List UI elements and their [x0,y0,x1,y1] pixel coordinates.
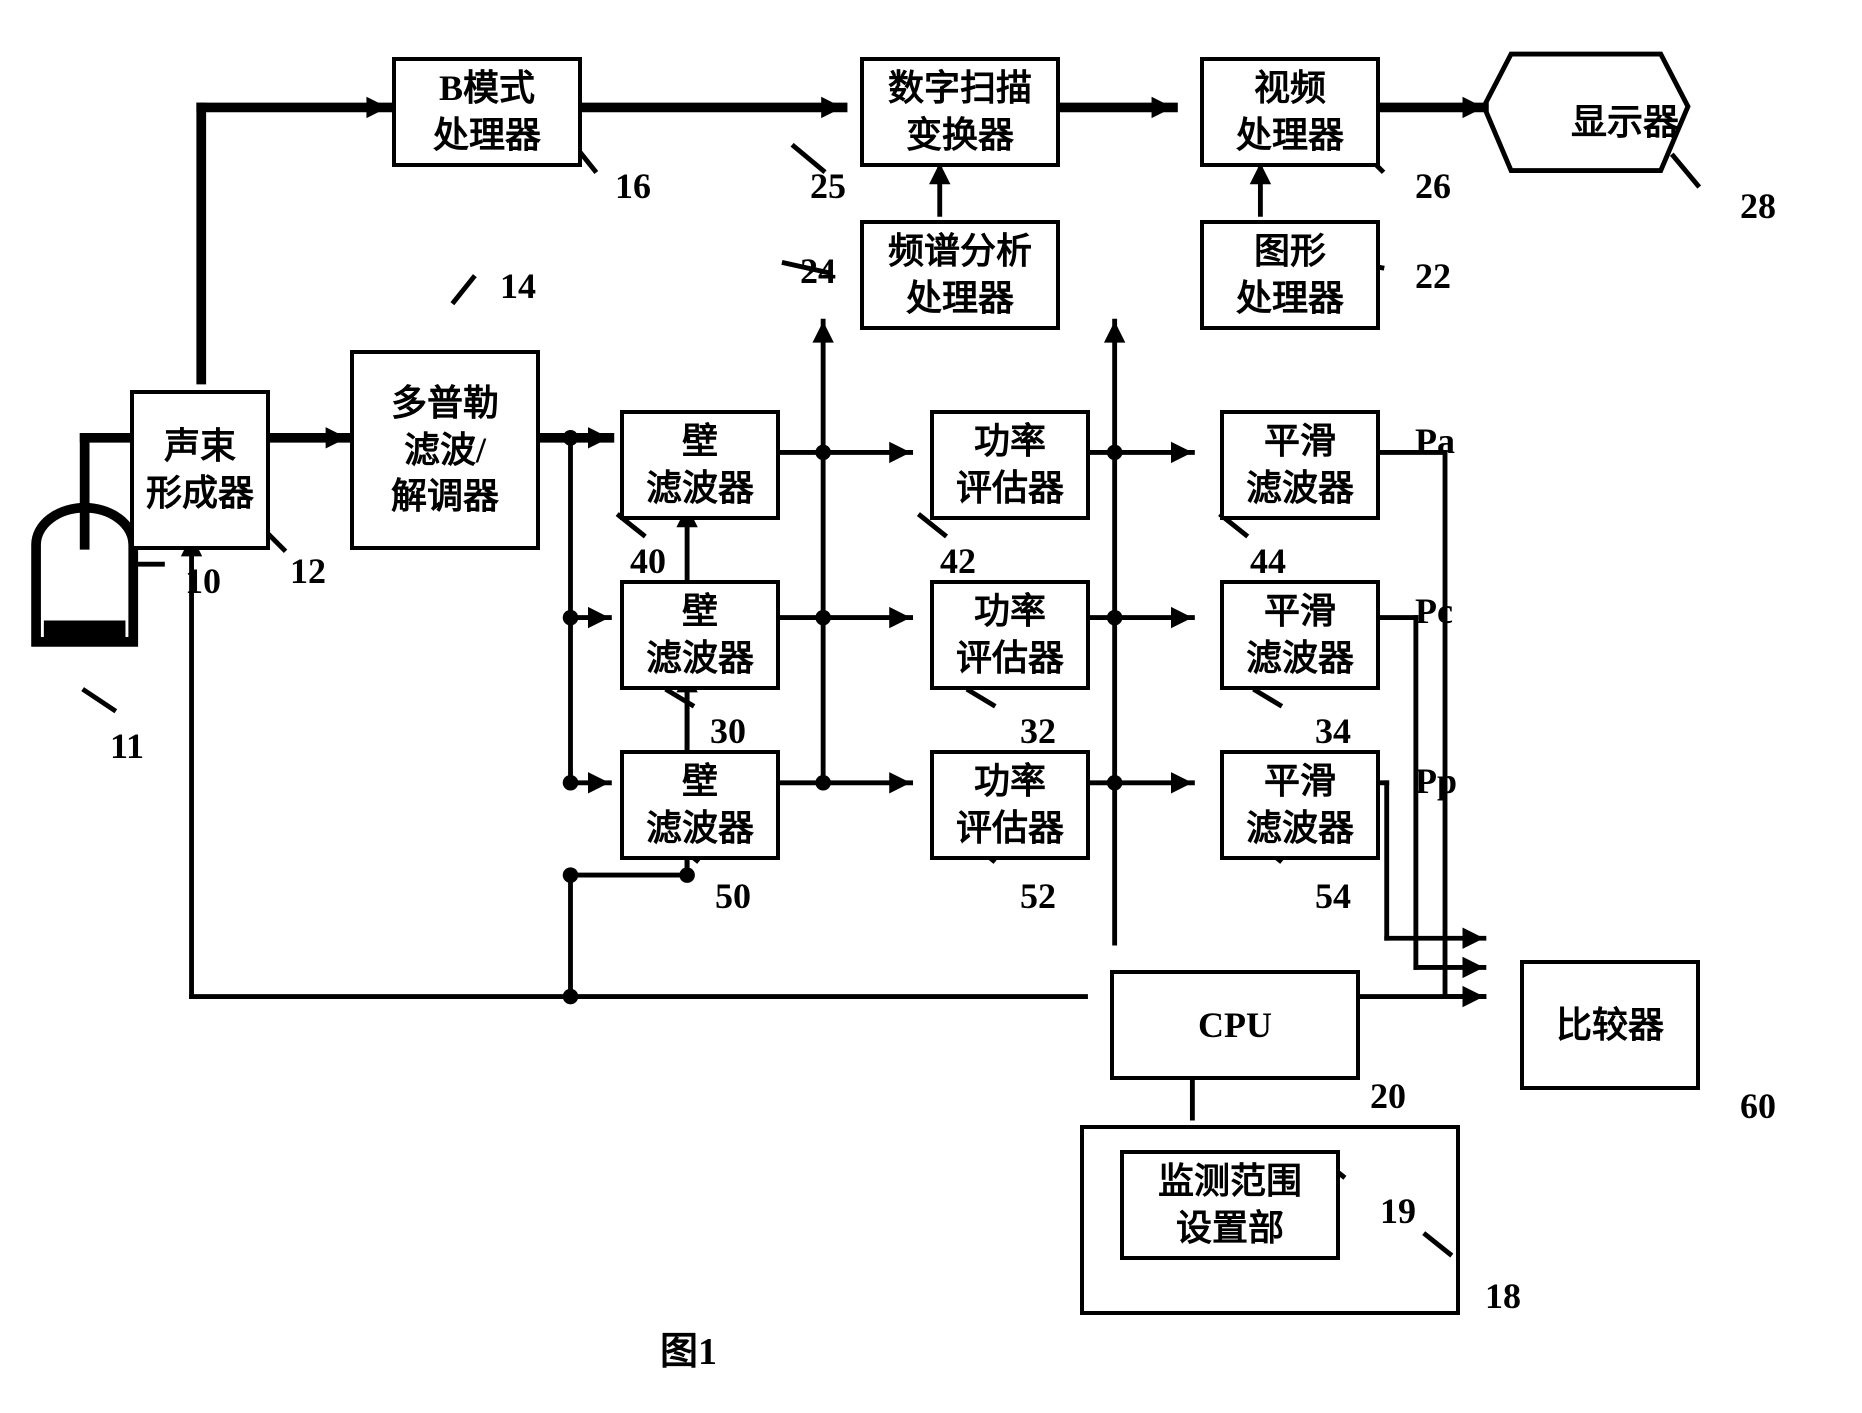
block-cpu: CPU [1110,970,1360,1080]
label-24: 24 [800,250,836,292]
label-34: 34 [1315,710,1351,752]
label-Pp: Pp [1415,760,1457,802]
block-graphic: 图形处理器 [1200,220,1380,330]
block-rangeset: 监测范围设置部 [1120,1150,1340,1260]
label-25: 25 [810,165,846,207]
label-19: 19 [1380,1190,1416,1232]
label-52: 52 [1020,875,1056,917]
block-pow_p: 功率评估器 [930,750,1090,860]
block-wall_a: 壁滤波器 [620,410,780,520]
block-wall_c: 壁滤波器 [620,580,780,690]
label-18: 18 [1485,1275,1521,1317]
label-28: 28 [1740,185,1776,227]
label-54: 54 [1315,875,1351,917]
block-diagram: B模式处理器 数字扫描变换器 视频处理器频谱分析处理器 图形处理器声束形成器多普勒滤波… [20,20,1842,1393]
label-26: 26 [1415,165,1451,207]
display-label: 显示器 [1520,93,1730,145]
block-smooth_c: 平滑滤波器 [1220,580,1380,690]
label-16: 16 [615,165,651,207]
label-22: 22 [1415,255,1451,297]
figure-caption: 图1 [660,1320,717,1375]
label-40: 40 [630,540,666,582]
block-beam: 声束形成器 [130,390,270,550]
block-compare: 比较器 [1520,960,1700,1090]
block-doppler: 多普勒滤波/解调器 [350,350,540,550]
label-60: 60 [1740,1085,1776,1127]
label-10: 10 [185,560,221,602]
label-20: 20 [1370,1075,1406,1117]
label-11: 11 [110,725,144,767]
label-50: 50 [715,875,751,917]
label-44: 44 [1250,540,1286,582]
block-spectral: 频谱分析处理器 [860,220,1060,330]
block-pow_a: 功率评估器 [930,410,1090,520]
label-30: 30 [710,710,746,752]
label-14: 14 [500,265,536,307]
block-wall_p: 壁滤波器 [620,750,780,860]
block-smooth_a: 平滑滤波器 [1220,410,1380,520]
label-Pa: Pa [1415,420,1455,462]
block-smooth_p: 平滑滤波器 [1220,750,1380,860]
label-32: 32 [1020,710,1056,752]
block-pow_c: 功率评估器 [930,580,1090,690]
block-bmode: B模式处理器 [392,57,582,167]
label-42: 42 [940,540,976,582]
label-Pc: Pc [1415,590,1453,632]
block-video: 视频处理器 [1200,57,1380,167]
block-scanconv: 数字扫描变换器 [860,57,1060,167]
label-12: 12 [290,550,326,592]
